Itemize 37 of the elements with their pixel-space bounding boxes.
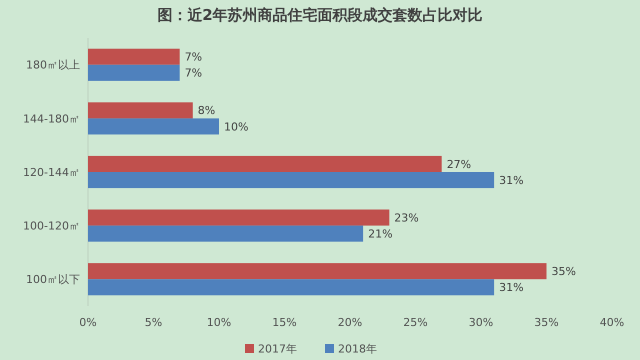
bar — [88, 226, 364, 242]
bar — [88, 118, 219, 134]
x-tick-label: 30% — [468, 316, 494, 329]
x-tick-label: 15% — [272, 316, 297, 329]
y-tick-label: 120-144㎡ — [23, 166, 80, 179]
x-tick-label: 25% — [403, 316, 428, 329]
data-label: 23% — [394, 211, 419, 224]
x-tick-label: 35% — [534, 316, 559, 329]
data-label: 7% — [184, 50, 202, 64]
data-label: 10% — [224, 120, 248, 134]
y-tick-label: 100-120㎡ — [23, 219, 80, 232]
bar — [88, 172, 494, 188]
bar — [88, 102, 193, 118]
y-tick-label: 180㎡以上 — [26, 58, 80, 72]
bar — [88, 279, 494, 296]
x-tick-label: 10% — [206, 316, 232, 329]
bar — [88, 64, 180, 81]
data-label: 21% — [368, 227, 393, 240]
y-tick-label: 144-180㎡ — [23, 112, 80, 126]
bar — [88, 48, 180, 65]
x-tick-label: 40% — [600, 316, 624, 329]
legend-label: 2018年 — [338, 342, 377, 356]
x-tick-label: 5% — [144, 316, 162, 329]
data-label: 27% — [446, 158, 472, 171]
x-tick-label: 20% — [338, 316, 362, 329]
chart-title: 图：近2年苏州商品住宅面积段成交套数占比对比 — [157, 6, 483, 24]
data-label: 8% — [198, 104, 216, 118]
data-label: 7% — [184, 66, 202, 80]
y-tick-label: 100㎡以下 — [26, 273, 80, 286]
bar — [88, 156, 442, 172]
bar — [88, 263, 546, 280]
x-tick-label: 0% — [79, 316, 97, 329]
legend-label: 2017年 — [258, 342, 297, 356]
data-label: 35% — [552, 265, 576, 278]
data-label: 31% — [499, 281, 524, 294]
data-label: 31% — [499, 174, 524, 187]
bar — [88, 210, 390, 226]
